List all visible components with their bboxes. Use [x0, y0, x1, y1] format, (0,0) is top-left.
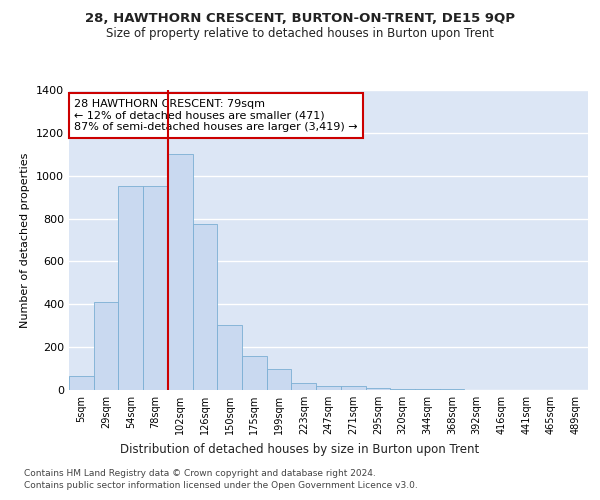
- Bar: [193, 224, 217, 390]
- Text: Distribution of detached houses by size in Burton upon Trent: Distribution of detached houses by size …: [121, 442, 479, 456]
- Y-axis label: Number of detached properties: Number of detached properties: [20, 152, 31, 328]
- Bar: [365, 388, 390, 390]
- Bar: [143, 186, 168, 390]
- Text: 28 HAWTHORN CRESCENT: 79sqm
← 12% of detached houses are smaller (471)
87% of se: 28 HAWTHORN CRESCENT: 79sqm ← 12% of det…: [74, 99, 358, 132]
- Bar: [316, 386, 341, 390]
- Text: Contains HM Land Registry data © Crown copyright and database right 2024.: Contains HM Land Registry data © Crown c…: [24, 468, 376, 477]
- Bar: [118, 186, 143, 390]
- Bar: [390, 389, 415, 390]
- Text: Size of property relative to detached houses in Burton upon Trent: Size of property relative to detached ho…: [106, 28, 494, 40]
- Bar: [242, 356, 267, 390]
- Bar: [341, 386, 365, 390]
- Bar: [292, 382, 316, 390]
- Bar: [69, 376, 94, 390]
- Text: 28, HAWTHORN CRESCENT, BURTON-ON-TRENT, DE15 9QP: 28, HAWTHORN CRESCENT, BURTON-ON-TRENT, …: [85, 12, 515, 26]
- Bar: [217, 324, 242, 390]
- Bar: [94, 302, 118, 390]
- Text: Contains public sector information licensed under the Open Government Licence v3: Contains public sector information licen…: [24, 481, 418, 490]
- Bar: [267, 368, 292, 390]
- Bar: [168, 154, 193, 390]
